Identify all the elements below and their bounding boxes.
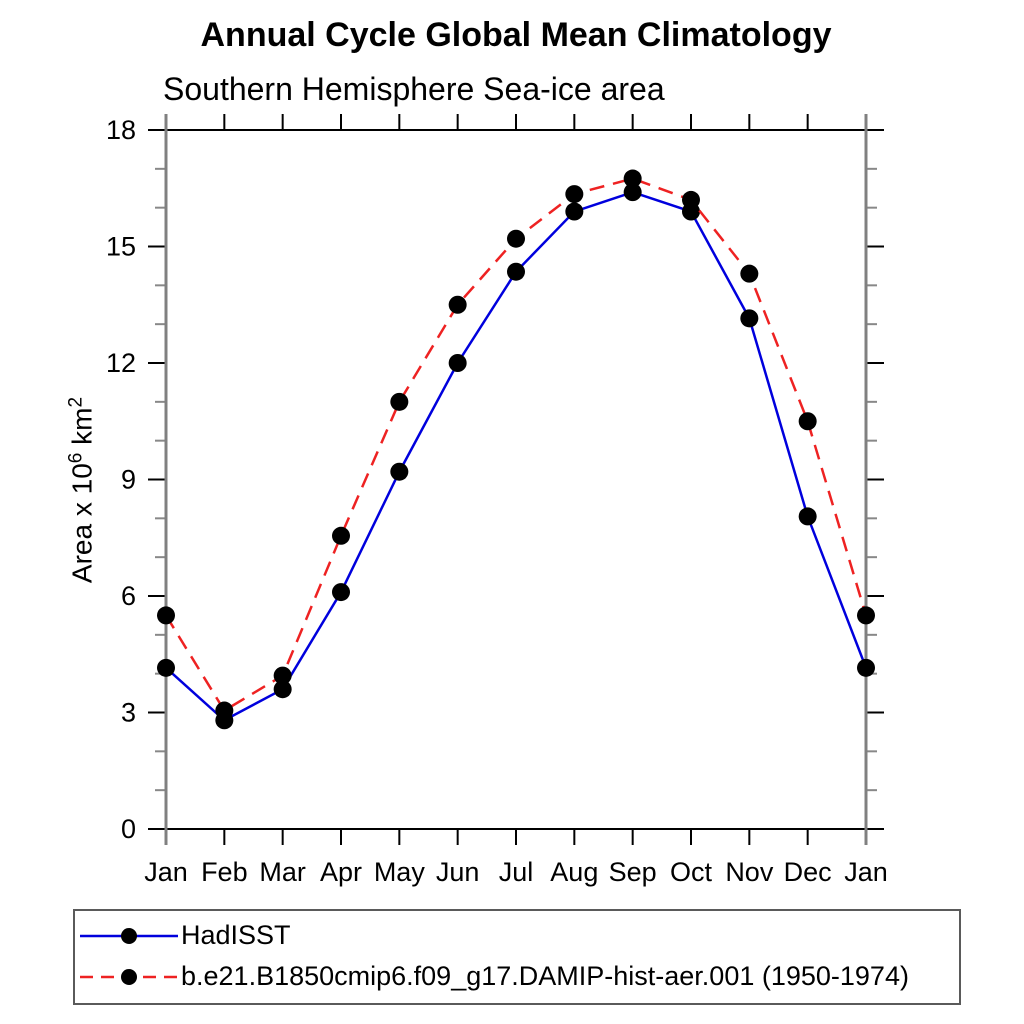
y-tick-label: 9: [121, 465, 136, 495]
data-point: [273, 666, 292, 685]
y-tick-label: 3: [121, 698, 136, 728]
x-tick-label: Sep: [609, 857, 657, 887]
y-tick-label: 6: [121, 581, 136, 611]
x-tick-label: Jun: [436, 857, 480, 887]
y-tick-label: 18: [106, 115, 136, 145]
data-point: [565, 185, 584, 204]
data-point: [215, 701, 234, 720]
legend-label: HadISST: [181, 920, 291, 950]
data-point: [273, 680, 292, 699]
legend-marker-icon: [121, 927, 137, 944]
data-point: [157, 606, 175, 625]
legend-line-sample: [80, 968, 178, 985]
data-point: [448, 295, 467, 314]
y-tick-label: 0: [121, 814, 136, 844]
data-point: [390, 462, 409, 481]
legend-entry: HadISST: [75, 915, 959, 956]
data-point: [857, 658, 875, 677]
data-point: [332, 526, 350, 545]
legend-entry: b.e21.B1850cmip6.f09_g17.DAMIP-hist-aer.…: [75, 956, 959, 997]
chart-title: Annual Cycle Global Mean Climatology: [200, 16, 832, 54]
legend-line-sample: [80, 927, 178, 944]
data-point: [740, 264, 759, 283]
data-point: [332, 583, 350, 602]
chart-subtitle: Southern Hemisphere Sea-ice area: [163, 71, 665, 107]
x-tick-label: Jan: [144, 857, 188, 887]
x-tick-label: Aug: [550, 857, 598, 887]
legend: HadISST b.e21.B1850cmip6.f09_g17.DAMIP-hi…: [73, 909, 961, 1005]
data-point: [507, 229, 525, 248]
x-tick-label: Feb: [201, 857, 248, 887]
data-point: [623, 169, 642, 188]
y-tick-label: 12: [106, 348, 136, 378]
data-point: [390, 392, 409, 411]
data-point: [740, 309, 759, 328]
x-tick-label: Dec: [784, 857, 832, 887]
data-point: [565, 202, 584, 221]
x-tick-label: Mar: [259, 857, 306, 887]
x-tick-label: Jan: [844, 857, 888, 887]
data-point: [798, 507, 817, 526]
x-tick-label: Nov: [725, 857, 774, 887]
data-point: [857, 606, 875, 625]
data-point: [448, 354, 467, 372]
x-tick-label: Apr: [320, 857, 362, 887]
x-tick-label: May: [374, 857, 426, 887]
legend-label: b.e21.B1850cmip6.f09_g17.DAMIP-hist-aer.…: [181, 961, 909, 991]
data-point: [682, 190, 700, 209]
data-point: [798, 412, 817, 431]
x-tick-label: Jul: [499, 857, 534, 887]
data-point: [507, 262, 525, 281]
x-tick-label: Oct: [670, 857, 713, 887]
series-line-model: [164, 177, 868, 713]
legend-marker-icon: [121, 968, 137, 985]
data-point: [623, 183, 642, 202]
y-tick-label: 15: [106, 232, 136, 262]
data-point: [157, 658, 175, 677]
